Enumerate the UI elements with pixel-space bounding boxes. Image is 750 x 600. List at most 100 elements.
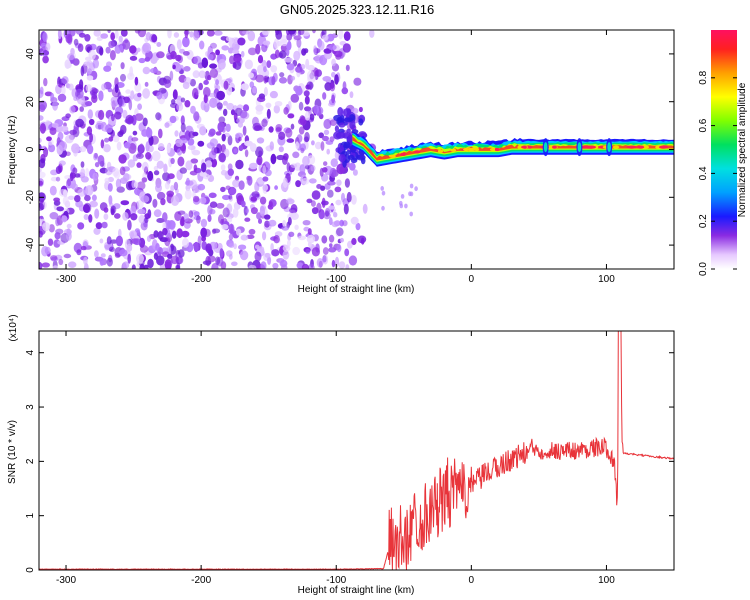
noise-blob	[285, 127, 293, 138]
noise-blob	[342, 43, 351, 53]
y-tick-label: 1	[25, 512, 36, 518]
noise-blob	[240, 50, 245, 58]
noise-blob	[55, 217, 60, 227]
noise-blob	[183, 66, 191, 72]
noise-blob	[151, 34, 158, 43]
noise-blob	[145, 152, 152, 160]
noise-blob	[167, 253, 173, 259]
noise-blob	[124, 239, 131, 250]
noise-blob	[244, 149, 249, 158]
noise-blob	[52, 100, 59, 111]
noise-blob	[147, 170, 154, 182]
noise-blob	[270, 243, 274, 252]
noise-blob	[190, 105, 196, 114]
y-tick-label: 2	[25, 458, 36, 464]
noise-blob	[299, 164, 306, 175]
noise-blob	[64, 175, 72, 180]
noise-blob	[48, 224, 55, 233]
x-tick-label: 0	[469, 274, 475, 285]
colorbar-tick-label: 0.2	[698, 214, 709, 228]
noise-blob	[95, 122, 104, 130]
noise-blob	[238, 145, 244, 152]
noise-blob	[220, 164, 226, 171]
noise-blob	[227, 216, 233, 223]
noise-blob	[323, 161, 328, 167]
noise-blob	[351, 107, 359, 114]
noise-blob	[179, 167, 187, 174]
noise-blob	[343, 203, 349, 215]
noise-blob	[263, 86, 268, 97]
signal-hotspot	[399, 152, 407, 156]
noise-blob	[327, 189, 334, 198]
noise-blob	[264, 220, 270, 228]
noise-blob	[171, 99, 176, 105]
noise-blob	[197, 183, 206, 191]
noise-blob	[103, 144, 111, 153]
noise-blob	[99, 238, 104, 244]
noise-blob	[41, 42, 47, 48]
noise-blob	[101, 83, 107, 91]
noise-blob	[221, 126, 226, 133]
noise-blob	[118, 228, 122, 238]
noise-blob	[286, 198, 295, 205]
noise-blob	[307, 64, 315, 71]
noise-blob	[189, 31, 194, 38]
noise-blob	[336, 163, 346, 175]
noise-blob	[39, 168, 42, 173]
noise-blob	[328, 234, 335, 243]
noise-blob	[240, 200, 246, 208]
noise-blob	[306, 81, 314, 90]
noise-blob	[184, 100, 191, 108]
noise-blob	[140, 195, 150, 203]
noise-blob	[193, 164, 198, 172]
noise-blob	[50, 255, 58, 261]
noise-blob	[47, 238, 54, 246]
noise-blob	[248, 228, 256, 235]
noise-blob	[61, 215, 68, 223]
noise-blob	[69, 105, 76, 114]
noise-blob	[87, 109, 94, 119]
x-tick-label: 100	[598, 575, 615, 586]
noise-blob	[49, 212, 59, 220]
signal-hotspot	[437, 149, 444, 153]
noise-blob	[166, 53, 171, 59]
noise-blob	[300, 147, 305, 154]
noise-blob	[177, 210, 186, 215]
noise-blob	[114, 111, 122, 120]
noise-blob	[329, 136, 335, 143]
signal-spike	[577, 142, 582, 153]
noise-blob	[108, 40, 115, 49]
noise-blob	[91, 88, 99, 94]
noise-blob	[167, 173, 175, 180]
noise-blob	[263, 214, 271, 220]
noise-blob	[279, 72, 285, 78]
noise-blob	[69, 129, 78, 135]
noise-blob	[209, 138, 218, 147]
noise-blob	[172, 64, 176, 70]
noise-blob	[109, 50, 116, 61]
noise-blob	[114, 30, 119, 39]
noise-blob	[233, 54, 242, 63]
noise-blob	[166, 143, 171, 154]
noise-blob	[221, 45, 229, 51]
noise-blob	[322, 92, 327, 100]
colorbar-gradient	[711, 30, 737, 269]
noise-blob	[301, 177, 310, 185]
noise-blob	[232, 179, 241, 188]
noise-blob	[153, 209, 162, 218]
noise-blob	[330, 158, 338, 168]
noise-blob	[142, 117, 148, 127]
noise-blob	[334, 50, 343, 58]
noise-blob	[79, 79, 84, 90]
noise-blob	[290, 123, 295, 130]
onset-blob	[351, 129, 359, 134]
noise-blob	[320, 141, 325, 151]
noise-blob	[409, 211, 414, 217]
noise-blob	[123, 141, 131, 149]
noise-blob	[174, 130, 179, 137]
noise-blob	[175, 256, 184, 265]
noise-blob	[170, 185, 175, 192]
noise-blob	[334, 74, 339, 85]
noise-blob	[208, 131, 215, 137]
